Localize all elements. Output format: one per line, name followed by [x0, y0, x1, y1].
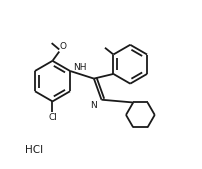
- Text: HCl: HCl: [25, 145, 43, 155]
- Text: N: N: [90, 101, 97, 110]
- Text: O: O: [59, 42, 66, 51]
- Text: Cl: Cl: [48, 113, 57, 122]
- Text: NH: NH: [73, 63, 87, 72]
